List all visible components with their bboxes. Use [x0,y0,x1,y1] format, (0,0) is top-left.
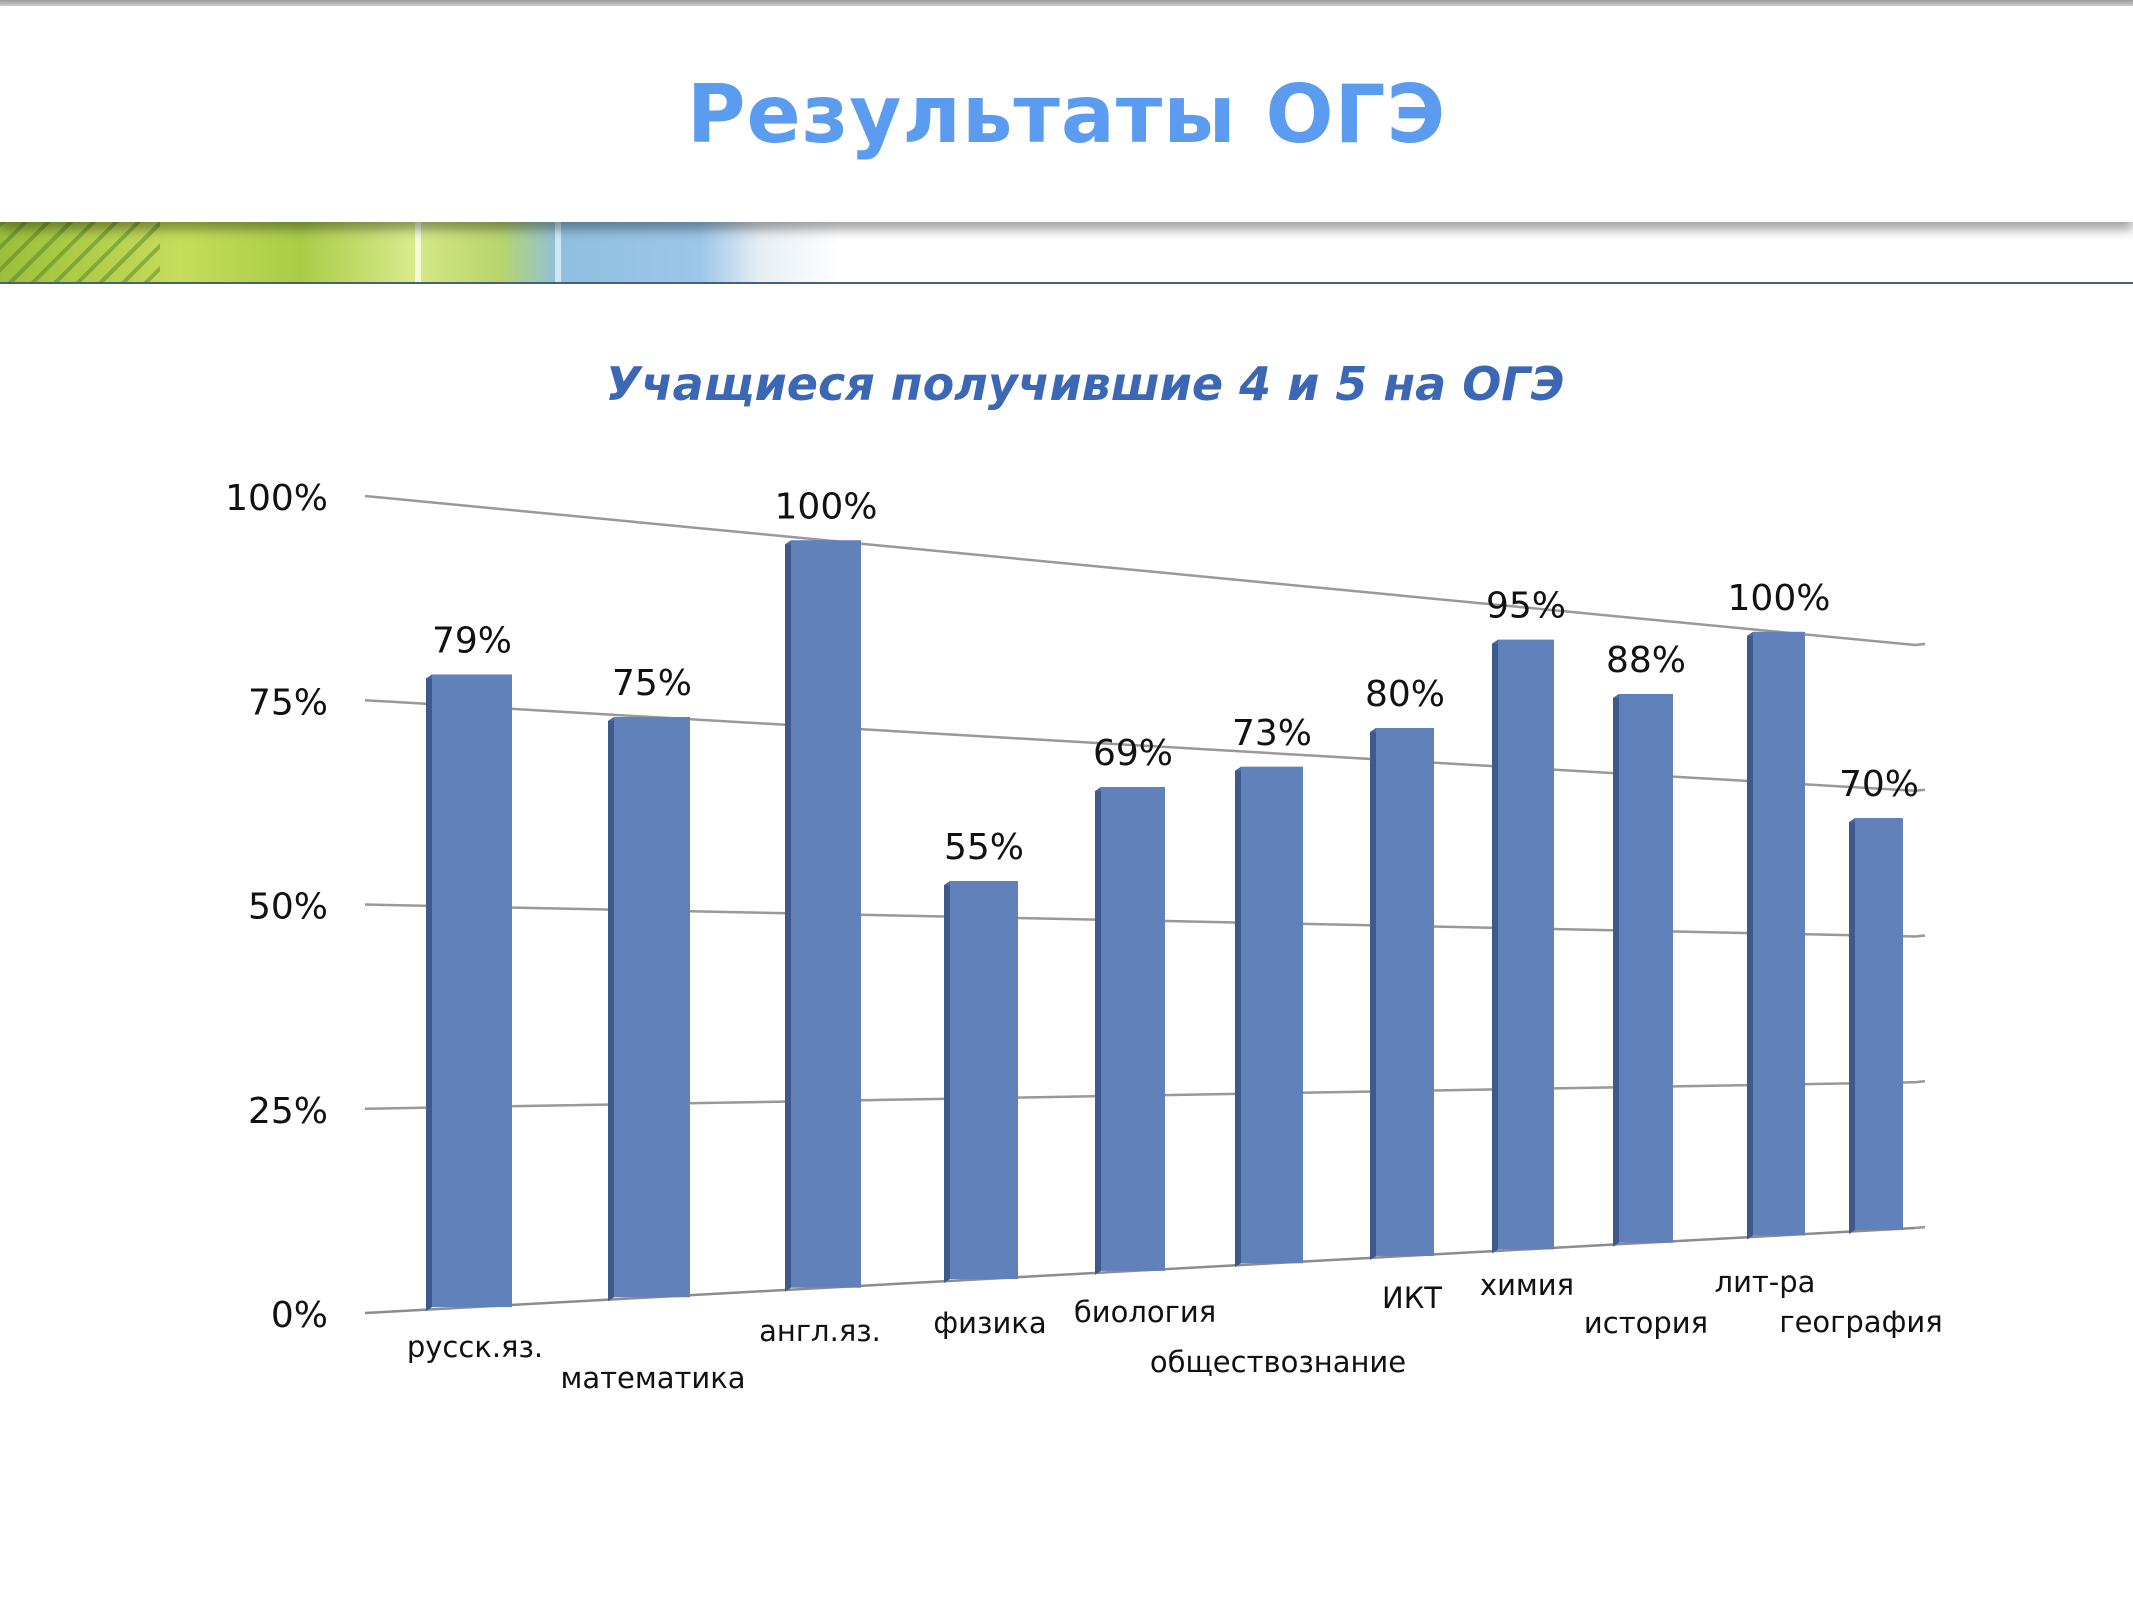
bar-side [1095,787,1101,1275]
slide-title: Результаты ОГЭ [686,68,1447,161]
data-label: 55% [944,827,1024,868]
data-label: 100% [775,486,878,527]
bar-side [426,674,432,1312]
bar-side [944,881,950,1284]
bar-side [608,717,614,1302]
chart-title: Учащиеся получившие 4 и 5 на ОГЭ [605,357,1565,411]
data-label: 70% [1839,764,1919,805]
x-tick-label: русск.яз. [407,1330,543,1364]
y-tick-label: 25% [248,1091,328,1132]
data-label: 73% [1232,713,1312,754]
gridline-tick [1914,1080,1926,1084]
y-tick-label: 100% [225,478,328,519]
bar-side [1849,818,1855,1234]
slide-header: Результаты ОГЭ [0,6,2133,222]
data-label: 75% [612,663,692,704]
x-tick-label: англ.яз. [759,1314,881,1348]
top-rule [0,0,2133,6]
bar [1498,639,1554,1250]
x-tick-label: ИКТ [1382,1281,1442,1315]
bar-side [785,540,791,1292]
gridline-tick [1914,1225,1926,1230]
header-divider [0,282,2133,284]
bar [1376,727,1434,1256]
bar-side [1370,727,1376,1260]
bar [1619,693,1673,1243]
bar [791,540,861,1288]
y-tick-label: 0% [271,1295,328,1336]
x-tick-label: химия [1480,1268,1574,1302]
bar [1101,787,1165,1271]
data-label: 69% [1093,733,1173,774]
bar [1855,818,1903,1230]
data-label: 88% [1606,640,1686,681]
decorative-band [0,222,2133,284]
bar [614,717,690,1298]
bar [1753,631,1805,1236]
gridline-tick [1914,788,1926,792]
x-tick-label: физика [933,1306,1046,1340]
bar-side [1492,639,1498,1254]
x-tick-label: биология [1074,1295,1216,1329]
data-label: 80% [1365,674,1445,715]
bar [950,881,1018,1280]
gridline [364,494,1916,647]
y-tick-label: 50% [248,887,328,928]
x-tick-label: лит-ра [1715,1265,1816,1299]
y-tick-label: 75% [248,682,328,723]
x-tick-label: география [1779,1305,1942,1339]
bar [1241,766,1303,1264]
x-tick-label: математика [560,1361,745,1395]
bar-side [1747,631,1753,1240]
x-tick-label: история [1584,1306,1708,1340]
bar-side [1613,693,1619,1247]
bar [432,674,512,1308]
gridline-tick [1914,934,1926,938]
x-tick-label: обществознание [1150,1345,1406,1379]
data-label: 95% [1486,586,1566,627]
gridline-tick [1914,642,1926,647]
data-label: 79% [432,620,512,661]
bar-side [1235,766,1241,1268]
data-label: 100% [1728,578,1831,619]
